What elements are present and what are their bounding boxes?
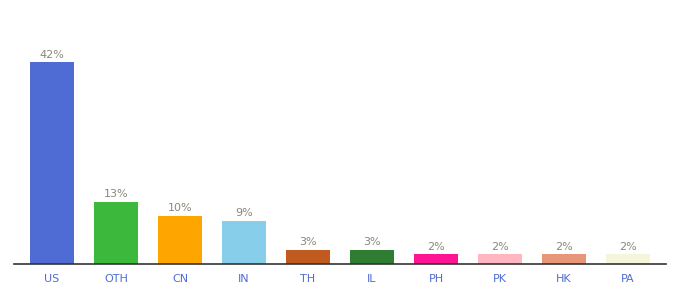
- Bar: [222, 221, 267, 264]
- Bar: [606, 254, 650, 264]
- Text: 2%: 2%: [619, 242, 637, 251]
- Text: 9%: 9%: [235, 208, 253, 218]
- Text: 3%: 3%: [363, 237, 381, 247]
- Text: 2%: 2%: [491, 242, 509, 251]
- Bar: [413, 254, 458, 264]
- Text: 42%: 42%: [39, 50, 65, 59]
- Text: 10%: 10%: [168, 203, 192, 213]
- Text: 3%: 3%: [299, 237, 317, 247]
- Text: 2%: 2%: [427, 242, 445, 251]
- Bar: [158, 216, 203, 264]
- Bar: [286, 250, 330, 264]
- Bar: [541, 254, 586, 264]
- Bar: [477, 254, 522, 264]
- Bar: [30, 62, 74, 264]
- Text: 13%: 13%: [103, 189, 129, 199]
- Bar: [350, 250, 394, 264]
- Bar: [94, 202, 139, 264]
- Text: 2%: 2%: [555, 242, 573, 251]
